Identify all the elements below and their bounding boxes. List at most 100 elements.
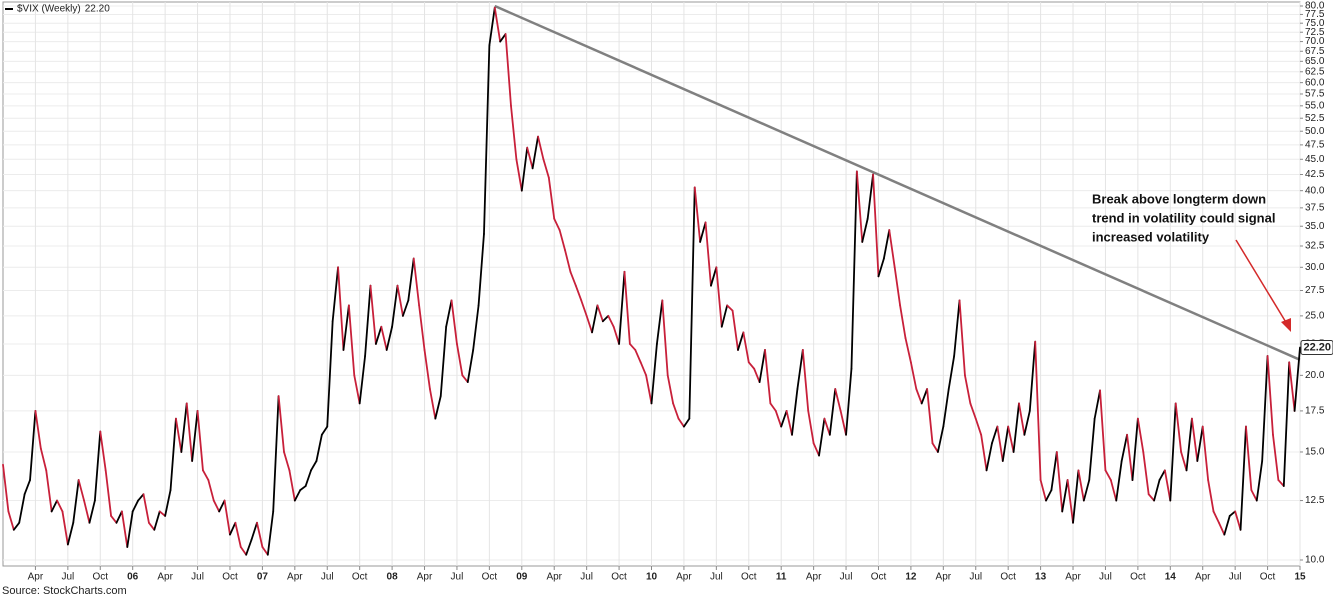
series-segment	[66, 521, 75, 546]
series-segment	[1180, 451, 1188, 472]
series-segment	[1082, 479, 1091, 502]
legend-value: 22.20	[85, 4, 110, 15]
series-segment	[688, 186, 696, 420]
series-segment	[1212, 510, 1220, 524]
series-segment	[910, 361, 918, 390]
series-segment	[807, 410, 815, 445]
series-segment	[1115, 460, 1123, 502]
series-segment	[828, 388, 837, 436]
x-tick-label: Oct	[871, 572, 887, 583]
series-segment	[1007, 425, 1015, 453]
series-segment	[347, 304, 356, 377]
y-tick-label: 57.5	[1305, 89, 1325, 100]
x-tick-label: Oct	[92, 572, 108, 583]
y-tick-label: 65.0	[1305, 56, 1325, 67]
x-tick-label: Apr	[1065, 572, 1081, 583]
series-segment	[699, 221, 707, 243]
series-segment	[202, 469, 210, 481]
y-tick-label: 10.0	[1305, 555, 1325, 566]
x-tick-label: Jul	[61, 572, 74, 583]
series-segment	[402, 299, 410, 317]
series-segment	[72, 479, 80, 524]
y-tick-label: 60.0	[1305, 77, 1325, 88]
series-segment	[1066, 479, 1074, 524]
x-tick-label: 11	[776, 572, 787, 583]
series-segment	[737, 331, 745, 351]
series-segment	[223, 499, 231, 536]
x-tick-label: Jul	[191, 572, 204, 583]
series-segment	[56, 499, 64, 513]
series-segment	[964, 374, 972, 405]
series-segment	[855, 170, 864, 243]
series-segment	[1293, 346, 1301, 412]
series-segment	[612, 325, 620, 345]
y-tick-label: 40.0	[1305, 185, 1325, 196]
series-segment	[893, 266, 901, 307]
series-segment	[877, 257, 885, 278]
series-segment	[39, 447, 48, 472]
series-segment	[1045, 489, 1053, 502]
x-tick-label: Oct	[1260, 572, 1276, 583]
last-value-label: 22.20	[1303, 341, 1331, 353]
series-segment	[326, 320, 334, 428]
series-segment	[466, 349, 475, 383]
series-segment	[320, 425, 329, 436]
series-segment	[996, 425, 1004, 462]
series-segment	[1034, 340, 1042, 481]
series-segment	[1218, 521, 1226, 536]
series-segment	[618, 270, 626, 345]
series-segment	[304, 469, 312, 487]
series-segment	[1158, 469, 1166, 481]
x-tick-label: 09	[516, 572, 528, 583]
series-segment	[845, 367, 853, 436]
series-segment	[1099, 389, 1107, 472]
series-segment	[93, 430, 102, 502]
series-segment	[153, 510, 161, 531]
series-segment	[920, 388, 929, 405]
series-segment	[391, 284, 399, 328]
series-segment	[142, 493, 150, 524]
series-segment	[99, 430, 107, 472]
series-segment	[650, 343, 658, 405]
x-tick-label: Jul	[1099, 572, 1112, 583]
series-segment	[1109, 479, 1118, 502]
series-segment	[710, 266, 718, 287]
series-segment	[1131, 417, 1139, 481]
y-tick-label: 35.0	[1305, 221, 1325, 232]
series-segment	[277, 395, 285, 453]
series-segment	[769, 402, 777, 412]
series-segment	[1012, 402, 1020, 453]
series-segment	[337, 266, 345, 351]
series-segment	[488, 6, 496, 47]
series-segment	[1153, 479, 1161, 502]
series-segment	[823, 417, 831, 436]
series-segment	[866, 173, 874, 220]
series-segment	[596, 304, 604, 323]
series-segment	[83, 499, 91, 524]
series-segment	[628, 343, 637, 351]
series-segment	[774, 410, 783, 428]
x-tick-label: Apr	[157, 572, 173, 583]
series-segment	[726, 304, 734, 312]
series-segment	[639, 361, 647, 377]
series-segment	[931, 442, 939, 453]
x-tick-label: Apr	[1195, 572, 1211, 583]
series-segment	[818, 417, 826, 457]
series-segment	[1277, 479, 1285, 487]
annotation-line: Break above longterm down	[1092, 191, 1266, 206]
x-tick-label: Oct	[1000, 572, 1016, 583]
series-segment	[429, 388, 437, 420]
series-segment	[385, 325, 394, 351]
y-tick-label: 37.5	[1305, 203, 1325, 214]
series-segment	[110, 515, 118, 524]
y-tick-label: 30.0	[1305, 262, 1325, 273]
series-segment	[374, 325, 383, 345]
x-tick-label: Jul	[1229, 572, 1242, 583]
annotation-arrowhead	[1281, 318, 1291, 332]
series-segment	[445, 299, 453, 328]
series-segment	[1163, 469, 1172, 502]
series-segment	[2, 463, 10, 513]
series-segment	[937, 425, 945, 453]
series-segment	[1234, 510, 1242, 531]
series-segment	[229, 521, 237, 536]
